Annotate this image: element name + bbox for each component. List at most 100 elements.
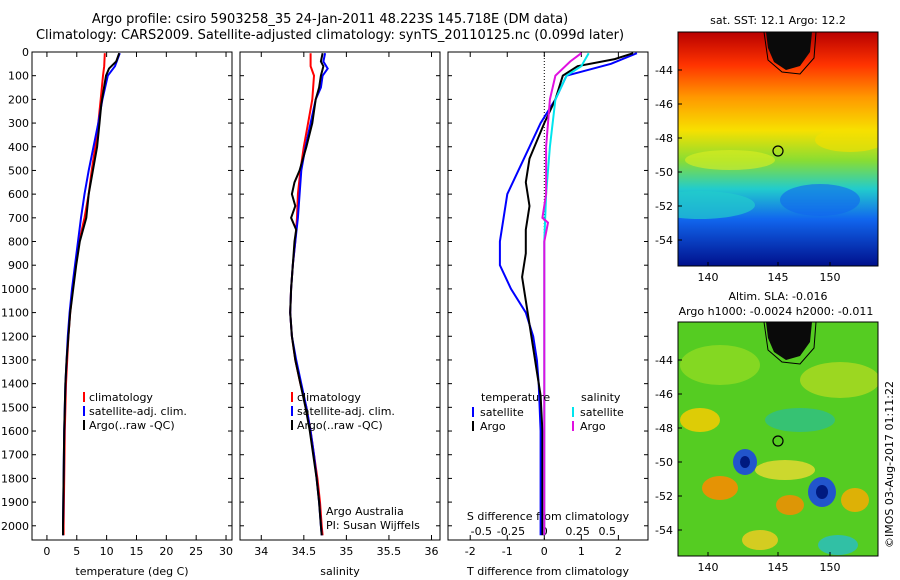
y-tick-label: 1100 <box>1 307 29 320</box>
y-tick-label: 0 <box>22 46 29 59</box>
map-y-tick-label: -44 <box>655 354 673 367</box>
y-tick-label: 300 <box>8 117 29 130</box>
sst-cool-patch <box>678 191 755 219</box>
salinity-panel: 34 34.5 35 35.5 36 salinity climatologysatelli… <box>239 51 441 578</box>
sst-warm-patch <box>685 150 775 170</box>
s-axis-label: S difference from climatology <box>467 510 630 523</box>
x-tick-label: -1 <box>502 545 513 558</box>
series-line-argo <box>521 52 634 536</box>
profile-title: Argo profile: csiro 5903258_35 24-Jan-20… <box>91 12 569 27</box>
x-tick-label: 0 <box>541 545 548 558</box>
sla-map: 140 145 150 -44 -46 -48 -50 -52 -54 <box>655 321 879 574</box>
argo-float-marker <box>772 435 784 447</box>
sla-anomaly <box>765 408 835 432</box>
sla-contour <box>763 322 817 365</box>
x-tick-label: 2 <box>615 545 622 558</box>
y-tick-label: 700 <box>8 212 29 225</box>
map-x-tick-label: 150 <box>820 561 841 574</box>
sla-high-eddy <box>841 488 869 512</box>
legend-label: climatology <box>297 391 361 404</box>
legend-label: Argo <box>480 420 506 433</box>
series-line-satellite <box>543 52 590 536</box>
legend-label: Argo(..raw -QC) <box>297 419 383 432</box>
y-tick-label: 100 <box>8 70 29 83</box>
sst-cool-patch <box>780 184 860 216</box>
x-tick-label: 15 <box>129 545 143 558</box>
map-y-tick-label: -54 <box>655 234 673 247</box>
top-s-tick-label: 0.25 <box>565 525 590 538</box>
sla-low-eddy-core <box>816 485 828 499</box>
map-y-tick-label: -50 <box>655 166 673 179</box>
map-x-tick-label: 140 <box>698 271 719 284</box>
sst-map-title: sat. SST: 12.1 Argo: 12.2 <box>710 14 846 27</box>
x-axis-label: T difference from climatology <box>466 565 629 578</box>
credit-annotation: PI: Susan Wijffels <box>326 519 420 532</box>
sla-map-subtitle: Argo h1000: -0.0024 h2000: -0.011 <box>678 305 874 318</box>
tasmania-landmass <box>766 322 812 360</box>
x-tick-label: 36 <box>424 545 438 558</box>
map-y-tick-label: -44 <box>655 64 673 77</box>
map-x-tick-label: 140 <box>698 561 719 574</box>
map-x-tick-label: 150 <box>820 271 841 284</box>
legend-label: climatology <box>89 391 153 404</box>
y-tick-label: 500 <box>8 164 29 177</box>
sla-anomaly <box>818 535 858 555</box>
x-tick-label: -2 <box>465 545 476 558</box>
x-tick-label: 5 <box>73 545 80 558</box>
y-tick-label: 1000 <box>1 283 29 296</box>
temperature-panel: 0 5 10 15 20 25 30 temperature (deg C) 0 100 200 30… <box>1 46 233 578</box>
x-tick-label: 34.5 <box>292 545 317 558</box>
map-y-tick-label: -48 <box>655 422 673 435</box>
y-tick-label: 1900 <box>1 496 29 509</box>
legend-group-header: salinity <box>581 391 621 404</box>
climatology-subtitle: Climatology: CARS2009. Satellite-adjuste… <box>35 28 625 43</box>
sla-anomaly <box>755 460 815 480</box>
y-tick-label: 200 <box>8 93 29 106</box>
x-tick-label: 20 <box>159 545 173 558</box>
sla-low-eddy-core <box>740 456 750 468</box>
x-tick-label: 0 <box>43 545 50 558</box>
series-line-climatology <box>289 53 324 536</box>
series-line-satellite-adj-clim- <box>289 52 329 536</box>
series-line-argo-raw-qc- <box>289 52 325 536</box>
y-tick-label: 900 <box>8 259 29 272</box>
sst-map: 140 145 150 -44 -46 -48 -50 -52 -54 <box>655 31 879 284</box>
map-y-tick-label: -50 <box>655 456 673 469</box>
map-x-tick-label: 145 <box>768 561 789 574</box>
sst-warm-patch <box>815 128 878 152</box>
sla-anomaly <box>800 362 878 398</box>
map-x-tick-label: 145 <box>768 271 789 284</box>
legend-group-header: temperature <box>481 391 550 404</box>
y-tick-label: 1300 <box>1 354 29 367</box>
x-tick-label: 1 <box>578 545 585 558</box>
sla-anomaly <box>680 408 720 432</box>
top-s-tick-label: 0.5 <box>599 525 617 538</box>
legend-label: satellite <box>580 406 624 419</box>
map-y-tick-label: -46 <box>655 98 673 111</box>
sla-anomaly <box>680 345 760 385</box>
salinity-plot-frame <box>239 51 441 541</box>
x-tick-label: 35.5 <box>377 545 402 558</box>
sst-contour <box>763 32 817 75</box>
x-tick-label: 34 <box>254 545 268 558</box>
x-tick-label: 10 <box>100 545 114 558</box>
map-y-tick-label: -52 <box>655 490 673 503</box>
sla-high-eddy <box>702 476 738 500</box>
x-tick-label: 30 <box>219 545 233 558</box>
series-line-argo-raw-qc- <box>62 52 121 536</box>
y-tick-label: 1200 <box>1 330 29 343</box>
y-tick-label: 2000 <box>1 520 29 533</box>
map-y-tick-label: -48 <box>655 132 673 145</box>
difference-plot-frame <box>447 51 649 541</box>
credit-annotation: Argo Australia <box>326 505 404 518</box>
y-tick-label: 1600 <box>1 425 29 438</box>
argo-float-marker <box>772 145 784 157</box>
y-tick-label: 1500 <box>1 401 29 414</box>
x-axis-label: salinity <box>320 565 360 578</box>
difference-panel: -2 -1 0 1 2 T difference from climatology -0.5… <box>447 51 649 578</box>
y-tick-label: 1700 <box>1 449 29 462</box>
map-y-tick-label: -46 <box>655 388 673 401</box>
legend-label: satellite-adj. clim. <box>297 405 395 418</box>
y-tick-label: 400 <box>8 141 29 154</box>
